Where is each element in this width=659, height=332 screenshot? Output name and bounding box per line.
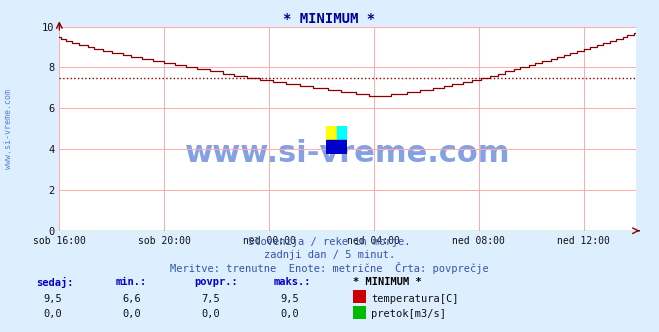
Text: povpr.:: povpr.:	[194, 277, 238, 287]
Polygon shape	[326, 126, 337, 140]
Text: * MINIMUM *: * MINIMUM *	[353, 277, 421, 287]
Text: 0,0: 0,0	[123, 309, 141, 319]
Text: sedaj:: sedaj:	[36, 277, 74, 288]
Text: www.si-vreme.com: www.si-vreme.com	[185, 139, 510, 168]
Text: 9,5: 9,5	[281, 294, 299, 304]
Polygon shape	[326, 140, 347, 154]
Text: Slovenija / reke in morje.: Slovenija / reke in morje.	[248, 237, 411, 247]
Text: 7,5: 7,5	[202, 294, 220, 304]
Polygon shape	[337, 126, 347, 140]
Text: 6,6: 6,6	[123, 294, 141, 304]
Text: temperatura[C]: temperatura[C]	[371, 294, 459, 304]
Text: pretok[m3/s]: pretok[m3/s]	[371, 309, 446, 319]
Text: min.:: min.:	[115, 277, 146, 287]
Text: * MINIMUM *: * MINIMUM *	[283, 12, 376, 26]
Text: 0,0: 0,0	[43, 309, 62, 319]
Text: maks.:: maks.:	[273, 277, 311, 287]
Text: 0,0: 0,0	[202, 309, 220, 319]
Text: 9,5: 9,5	[43, 294, 62, 304]
Text: 0,0: 0,0	[281, 309, 299, 319]
Text: www.si-vreme.com: www.si-vreme.com	[4, 90, 13, 169]
Text: Meritve: trenutne  Enote: metrične  Črta: povprečje: Meritve: trenutne Enote: metrične Črta: …	[170, 262, 489, 274]
Text: zadnji dan / 5 minut.: zadnji dan / 5 minut.	[264, 250, 395, 260]
